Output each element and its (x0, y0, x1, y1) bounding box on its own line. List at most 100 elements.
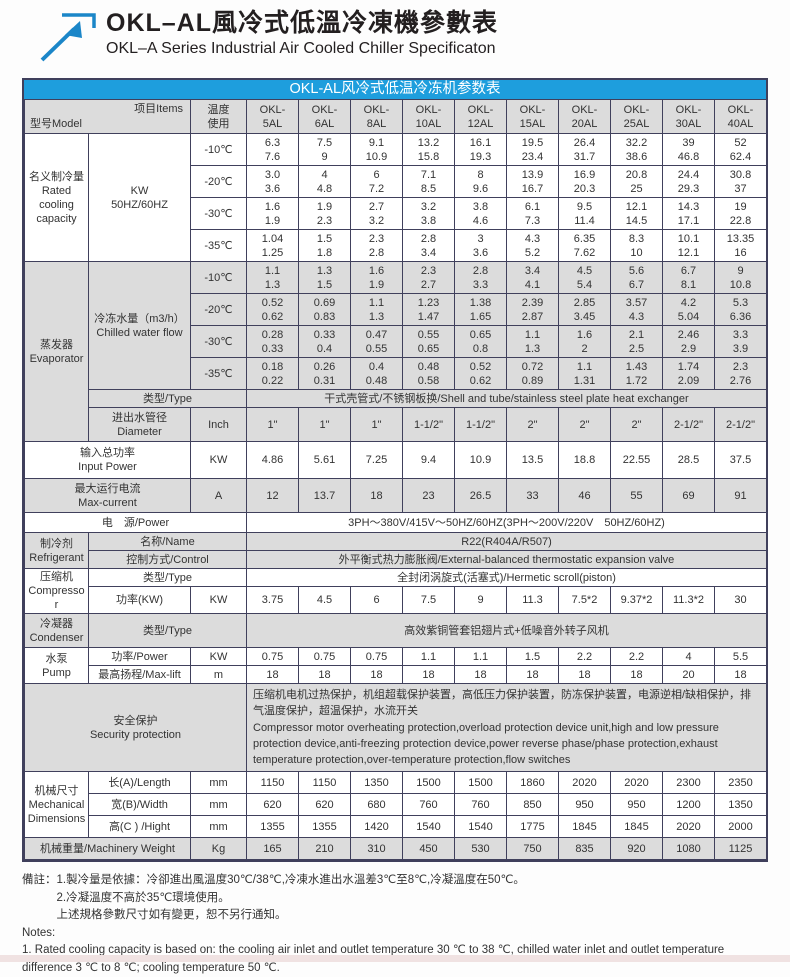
cell-line: 机械尺寸 (34, 784, 79, 797)
table-cell: 2.2 (610, 647, 663, 666)
cell-line: 3.45 (573, 310, 596, 323)
table-cell: 18 (402, 665, 455, 684)
table-cell: 1" (350, 407, 403, 442)
table-cell: 30.8 37 (714, 165, 767, 198)
cell-line: 4 (321, 168, 328, 181)
table-row: 安全保护 Security protection 压缩机电机过热保护，机组超载保护装… (24, 683, 767, 772)
cell-line: 5.04 (677, 310, 700, 323)
table-cell: 2.85 3.45 (558, 293, 611, 326)
table-cell: 1350 (714, 793, 767, 816)
table-cell: 3PH～380V/415V～50HZ/60HZ(3PH～200V/220V 50… (246, 512, 767, 533)
table-cell: 3.0 3.6 (246, 165, 299, 198)
page-title-zh: OKL–AL風冷式低溫冷凍機參數表 (106, 9, 499, 37)
model-label: 型号Model (30, 118, 82, 130)
table-cell: mm (190, 815, 247, 838)
table-cell: 4.3 5.2 (506, 229, 559, 262)
table-cell: 1.6 1.9 (350, 261, 403, 294)
table-cell: 9.37*2 (610, 586, 663, 614)
cell-line: 1.72 (625, 374, 648, 387)
table-cell: 165 (246, 837, 299, 860)
cell-line: 7.5 (316, 136, 333, 149)
table-cell: 1.43 1.72 (610, 357, 663, 390)
table-cell: 2-1/2" (662, 407, 715, 442)
table-cell: 10.1 12.1 (662, 229, 715, 262)
table-cell: -30℃ (190, 197, 247, 230)
table-cell: 6.7 8.1 (662, 261, 715, 294)
cell-line: 40AL (727, 117, 754, 130)
table-cell: -10℃ (190, 261, 247, 294)
table-cell: 2.46 2.9 (662, 325, 715, 358)
table-cell: 9.4 (402, 441, 455, 479)
header-model-15al: OKL- 15AL (506, 99, 559, 134)
titles: OKL–AL風冷式低溫冷凍機參數表 OKL–A Series Industria… (106, 8, 498, 60)
table-cell: 0.48 0.58 (402, 357, 455, 390)
unit-rated-cooling: KW 50HZ/60HZ (88, 133, 191, 262)
spec-table-body: 型号Model 项目Items 温度 使用 OKL- 5AL OKL- 6AL OKL- 8AL O… (24, 99, 767, 860)
item-power-supply: 电 源/Power (24, 512, 247, 533)
table-row: 电 源/Power 3PH～380V/415V～50HZ/60HZ(3PH～200… (24, 512, 767, 533)
cell-line: 0.65 (469, 328, 492, 341)
cell-line: 温度 (207, 103, 230, 116)
table-cell: 1860 (506, 771, 559, 794)
table-cell: 2" (506, 407, 559, 442)
table-row: 冷凝器 Condenser 类型/Type 高效紫铜管套铝翅片式+低噪音外转子风机 (24, 613, 767, 648)
table-cell: 30 (714, 586, 767, 614)
cell-line: 1.1 (264, 264, 281, 277)
cell-line: 0.65 (417, 342, 440, 355)
table-cell: 19 22.8 (714, 197, 767, 230)
cell-line: 4.5 (576, 264, 593, 277)
cell-line: 1.3 (316, 264, 333, 277)
cell-line: 1.9 (316, 200, 333, 213)
cell-line: 5AL (262, 117, 283, 130)
table-cell: 3.2 3.8 (402, 197, 455, 230)
cell-line: 0.22 (261, 374, 284, 387)
table-cell: 1-1/2" (454, 407, 507, 442)
table-cell: 0.18 0.22 (246, 357, 299, 390)
cell-line: 0.4 (368, 360, 385, 373)
cell-line: 3 (477, 232, 484, 245)
cell-line: 2.3 (316, 214, 333, 227)
table-cell: 5.61 (298, 441, 351, 479)
table-cell: 91 (714, 478, 767, 513)
cell-line: 名义制冷量 (29, 170, 84, 183)
table-cell: 外平衡式热力膨胀阀/External-balanced thermostatic… (246, 550, 767, 569)
table-cell: 2.39 2.87 (506, 293, 559, 326)
note-line: 上述規格參數尺寸如有變更，恕不另行通知。 (22, 909, 287, 921)
table-cell: 2020 (662, 815, 715, 838)
cell-line: 水泵 (45, 652, 68, 665)
cell-line: Dimensions (27, 812, 86, 825)
section-label-compressor: 压缩机 Compressor (24, 568, 89, 614)
cell-line: Rated (41, 184, 72, 197)
table-cell: 1.6 2 (558, 325, 611, 358)
item-max-current: 最大运行电流 Max-current (24, 478, 191, 513)
table-cell: 1.1 (454, 647, 507, 666)
table-cell: 4.5 (298, 586, 351, 614)
cell-line: 0.89 (521, 374, 544, 387)
table-cell: 620 (298, 793, 351, 816)
table-cell: 1.1 1.31 (558, 357, 611, 390)
item-refrigerant-control: 控制方式/Control (88, 550, 247, 569)
table-cell: 1.3 1.5 (298, 261, 351, 294)
cell-line: 0.4 (316, 342, 333, 355)
cell-line: 16.1 (469, 136, 492, 149)
table-cell: 7.25 (350, 441, 403, 479)
table-cell: 46 (558, 478, 611, 513)
cell-line: OKL- (519, 103, 546, 116)
table-cell: 4.2 5.04 (662, 293, 715, 326)
item-compressor-type: 类型/Type (88, 567, 247, 588)
cell-line: 2.5 (628, 342, 645, 355)
cell-line: 19 (734, 200, 747, 213)
header-model-25al: OKL- 25AL (610, 99, 663, 134)
cell-line: 20.3 (573, 182, 596, 195)
table-cell: 0.4 0.48 (350, 357, 403, 390)
table-cell: 23 (402, 478, 455, 513)
table-cell: mm (190, 793, 247, 816)
item-pipe-diameter: 进出水管径 Diameter (88, 407, 191, 442)
table-cell: 11.3*2 (662, 586, 715, 614)
cell-line: 16 (734, 246, 747, 259)
cell-line: KW (130, 184, 149, 197)
table-row: 最高扬程/Max-lift m 18 18 18 18 18 18 18 18 20 18 (25, 665, 767, 684)
cell-line: OKL- (467, 103, 494, 116)
cell-line: 6.3 (264, 136, 281, 149)
table-row: -20℃ 3.0 3.6 4 4.8 6 7.2 7.1 8.5 8 9.6 13.9 16.7 16.9… (25, 165, 767, 198)
